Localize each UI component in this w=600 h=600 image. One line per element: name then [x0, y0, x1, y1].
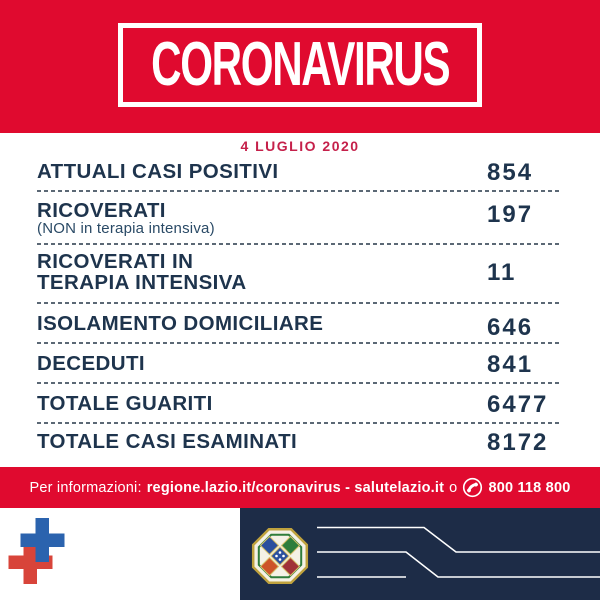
dashed-divider [37, 243, 561, 245]
stat-sublabel: (NON in terapia intensiva) [37, 220, 215, 237]
stat-label: DECEDUTI [37, 352, 145, 375]
salute-lazio-logo: SALUTE LAZIO SISTEMA SANITARIO REGIONALE [0, 508, 240, 600]
dashed-divider [37, 302, 561, 304]
stat-value: 646 [487, 314, 534, 341]
title-box: CORONAVIRUS [118, 23, 482, 107]
footer-connector: o [449, 479, 458, 496]
dashed-divider [37, 382, 561, 384]
page-title: CORONAVIRUS [150, 30, 450, 99]
regione-lazio-emblem-icon [251, 526, 600, 585]
salute-lazio-cross-icon [8, 518, 65, 584]
stat-label: ATTUALI CASI POSITIVI [37, 160, 279, 183]
regione-lazio-logo: REGIONE LAZIO [240, 508, 600, 600]
stat-label: ISOLAMENTO DOMICILIARE [37, 312, 324, 335]
stat-label: TOTALE CASI ESAMINATI [37, 430, 298, 453]
footer-phone-number: 800 118 800 [488, 479, 571, 496]
dashed-divider [37, 342, 561, 344]
stat-value: 197 [487, 201, 534, 228]
report-date: 4 LUGLIO 2020 [240, 138, 360, 154]
phone-icon [463, 477, 483, 498]
footer-prefix: Per informazioni: [29, 479, 142, 496]
dashed-divider [37, 190, 561, 192]
header-banner: CORONAVIRUS [0, 0, 600, 133]
stat-label: RICOVERATI IN [37, 250, 194, 273]
stat-value: 8172 [487, 429, 549, 456]
stat-label: TOTALE GUARITI [37, 392, 213, 415]
stat-value: 854 [487, 159, 534, 186]
stat-value: 6477 [487, 391, 549, 418]
stat-value: 11 [487, 259, 517, 286]
stat-label: RICOVERATI [37, 199, 166, 222]
stat-value: 841 [487, 351, 534, 378]
dashed-divider [37, 422, 561, 424]
footer-links: regione.lazio.it/coronavirus - salutelaz… [146, 479, 445, 496]
stat-label-line2: TERAPIA INTENSIVA [37, 271, 247, 294]
footer-info-bar: Per informazioni: regione.lazio.it/coron… [0, 467, 600, 508]
